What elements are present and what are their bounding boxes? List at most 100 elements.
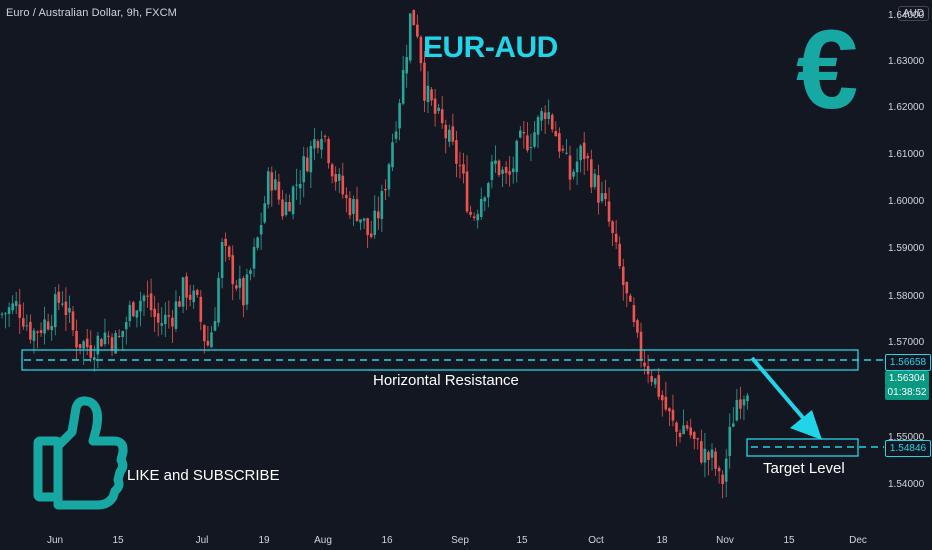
candle-body: [4, 313, 7, 315]
candle-body: [668, 408, 671, 412]
candle-body: [682, 425, 685, 435]
thumbs-up-icon: [33, 396, 128, 510]
candle-body: [323, 135, 327, 137]
candle-body: [107, 335, 110, 337]
candle-body: [639, 331, 643, 360]
candle-body: [295, 184, 298, 186]
candle-body: [664, 396, 668, 410]
candle-body: [68, 307, 71, 313]
candle-body: [490, 161, 494, 180]
candle-body: [252, 246, 256, 269]
x-tick: Dec: [849, 535, 867, 546]
candle-body: [746, 395, 749, 402]
candle-body: [440, 109, 444, 124]
candle-body: [231, 255, 235, 285]
x-tick: 19: [258, 535, 270, 546]
resistance-label: Horizontal Resistance: [373, 372, 519, 389]
candle-body: [57, 291, 61, 303]
candle-body: [700, 441, 703, 463]
candle-body: [298, 183, 302, 189]
candle-body: [334, 174, 337, 182]
candle-body: [384, 188, 387, 191]
candle-body: [675, 422, 678, 432]
candle-body: [526, 135, 529, 151]
candle-body: [529, 147, 533, 149]
arrow-down-icon: [750, 356, 822, 440]
candle-body: [224, 238, 227, 247]
candle-body: [522, 132, 526, 134]
candle-body: [540, 111, 543, 121]
candle-body: [728, 426, 732, 456]
candle-body: [217, 277, 220, 323]
candle-body: [277, 181, 281, 200]
candle-body: [64, 301, 68, 315]
candle-body: [412, 9, 416, 26]
candle-body: [128, 304, 132, 322]
candle-body: [78, 344, 82, 349]
candle-body: [139, 300, 142, 312]
candle-body: [629, 295, 632, 302]
candle-body: [11, 303, 14, 311]
candle-body: [600, 193, 604, 202]
candle-body: [458, 165, 462, 167]
candle-body: [167, 315, 171, 317]
candle-body: [61, 303, 64, 305]
candle-body: [391, 142, 394, 168]
candle-body: [18, 304, 22, 318]
candle-body: [558, 133, 561, 152]
x-tick: 15: [112, 535, 124, 546]
candle-body: [511, 168, 515, 173]
candle-body: [678, 432, 682, 437]
candle-body: [579, 145, 582, 161]
candle-body: [394, 131, 398, 139]
candle-body: [50, 325, 53, 331]
candles-layer: [0, 9, 749, 499]
candle-body: [82, 341, 85, 349]
euro-icon: €: [796, 7, 859, 132]
candle-body: [266, 171, 270, 205]
candle-body: [717, 468, 721, 472]
candle-body: [671, 409, 675, 421]
candle-body: [281, 199, 284, 217]
candle-body: [256, 237, 259, 248]
candle-body: [348, 198, 352, 216]
candle-body: [156, 313, 160, 323]
candle-body: [653, 378, 657, 385]
candle-body: [362, 218, 366, 221]
candle-body: [330, 164, 334, 177]
candle-body: [89, 345, 93, 358]
candle-body: [160, 323, 164, 326]
candle-body: [121, 330, 124, 337]
candle-body: [696, 438, 700, 440]
x-tick: 15: [783, 535, 795, 546]
target-zone: [746, 438, 859, 457]
candle-body: [355, 199, 359, 221]
candle-body: [327, 139, 330, 164]
currency-badge[interactable]: AUD: [898, 6, 930, 21]
chart-title: EUR-AUD: [423, 31, 558, 64]
candle-body: [707, 451, 710, 461]
candle-body: [181, 277, 185, 307]
candle-body: [288, 202, 291, 212]
candle-body: [274, 179, 277, 190]
current-price-tag: 1.56304: [885, 371, 929, 386]
candle-body: [164, 314, 167, 325]
y-tick: 1.61000: [888, 149, 925, 160]
x-tick: Jun: [46, 535, 64, 546]
candle-body: [487, 183, 490, 198]
x-tick: Oct: [588, 535, 604, 546]
candle-body: [242, 278, 245, 306]
candle-body: [36, 331, 39, 333]
candle-body: [32, 330, 36, 341]
candle-body: [284, 201, 288, 216]
candle-body: [742, 399, 746, 406]
like-subscribe-label: LIKE and SUBSCRIBE: [127, 467, 280, 484]
candle-body: [188, 294, 192, 300]
candle-body: [689, 427, 692, 436]
candle-body: [249, 270, 252, 274]
candle-body: [341, 175, 345, 195]
candle-body: [593, 173, 597, 187]
candle-body: [472, 216, 476, 218]
candle-body: [582, 142, 586, 159]
